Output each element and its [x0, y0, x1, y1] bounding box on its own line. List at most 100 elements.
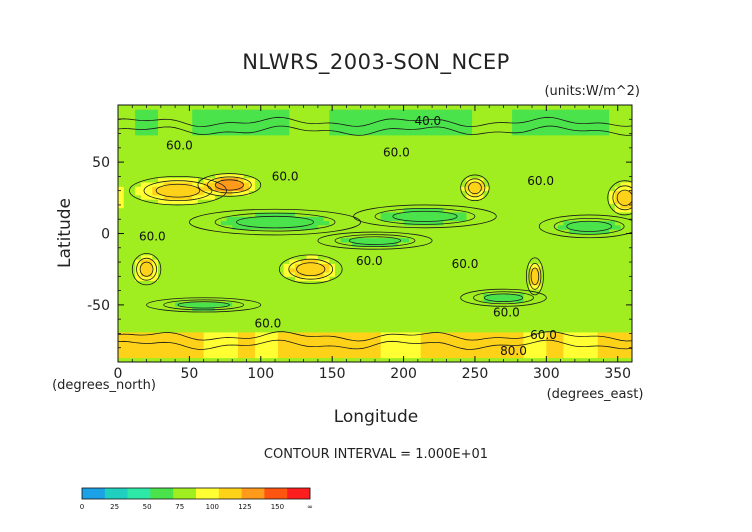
field-cell [312, 340, 319, 346]
field-cell [580, 203, 587, 209]
field-cell [357, 130, 364, 136]
field-cell [386, 212, 393, 217]
field-cell [494, 327, 502, 333]
field-cell [489, 314, 496, 320]
field-cell [409, 152, 416, 157]
field-cell [609, 280, 616, 286]
field-cell [523, 203, 530, 209]
field-cell [620, 336, 627, 341]
field-cell [163, 186, 170, 192]
field-cell [157, 199, 165, 204]
field-cell [603, 314, 610, 320]
field-cell [466, 199, 473, 204]
field-cell [277, 293, 285, 299]
field-cell [175, 173, 182, 179]
field-cell [300, 254, 307, 260]
field-cell [620, 160, 627, 166]
field-cell [346, 169, 353, 174]
field-cell [409, 336, 416, 341]
field-cell [449, 164, 456, 170]
field-cell [449, 272, 456, 277]
field-cell [363, 259, 370, 264]
field-cell [506, 224, 513, 230]
field-cell [283, 349, 290, 354]
field-cell [346, 194, 353, 200]
field-cell [614, 134, 621, 140]
field-cell [123, 194, 130, 200]
field-cell [260, 169, 267, 174]
field-cell [529, 272, 536, 277]
field-cell [295, 280, 302, 286]
field-cell [306, 319, 313, 324]
field-cell [209, 263, 216, 269]
field-cell [175, 186, 182, 192]
field-cell [620, 293, 627, 299]
field-cell [449, 207, 456, 213]
field-cell [414, 182, 422, 187]
field-cell [517, 357, 524, 362]
field-cell [340, 250, 347, 256]
field-cell [295, 190, 302, 196]
field-cell [443, 207, 450, 213]
field-cell [135, 212, 142, 217]
field-cell [512, 164, 519, 170]
field-cell [277, 203, 285, 209]
field-cell [540, 190, 547, 196]
field-cell [477, 212, 484, 217]
field-cell [557, 156, 564, 162]
field-cell [552, 289, 559, 294]
field-cell [552, 169, 559, 174]
field-cell [277, 353, 285, 359]
field-cell [494, 199, 502, 204]
field-cell [460, 302, 467, 307]
field-cell [375, 272, 382, 277]
field-cell [432, 263, 439, 269]
field-cell [494, 139, 502, 144]
field-cell [472, 186, 479, 192]
field-cell [603, 216, 610, 222]
field-cell [426, 293, 433, 299]
field-cell [175, 203, 182, 209]
field-cell [603, 344, 610, 350]
field-cell [226, 194, 233, 200]
field-cell [534, 314, 542, 320]
field-cell [266, 357, 273, 362]
field-cell [363, 246, 370, 252]
field-cell [592, 233, 599, 239]
field-cell [466, 152, 473, 157]
field-cell [523, 173, 530, 179]
field-cell [614, 182, 621, 187]
field-cell [169, 242, 176, 247]
field-cell [232, 186, 239, 192]
field-cell [477, 134, 484, 140]
field-cell [357, 237, 364, 243]
field-cell [592, 344, 599, 350]
field-cell [340, 173, 347, 179]
field-cell [603, 177, 610, 183]
field-cell [255, 169, 262, 174]
field-cell [203, 340, 210, 346]
field-cell [118, 156, 125, 162]
field-cell [118, 229, 125, 234]
field-cell [163, 340, 170, 346]
field-cell [386, 353, 393, 359]
field-cell [129, 194, 136, 200]
field-cell [380, 190, 387, 196]
field-cell [180, 284, 187, 290]
field-cell [277, 152, 285, 157]
field-cell [620, 233, 627, 239]
field-cell [386, 327, 393, 333]
field-cell [312, 250, 319, 256]
field-cell [557, 199, 564, 204]
field-cell [220, 199, 227, 204]
field-cell [592, 224, 599, 230]
field-cell [255, 130, 262, 136]
field-cell [552, 143, 559, 149]
field-cell [163, 182, 170, 187]
field-cell [152, 216, 159, 222]
field-cell [609, 190, 616, 196]
field-cell [472, 284, 479, 290]
field-cell [529, 353, 536, 359]
field-cell [443, 246, 450, 252]
field-cell [312, 130, 319, 136]
